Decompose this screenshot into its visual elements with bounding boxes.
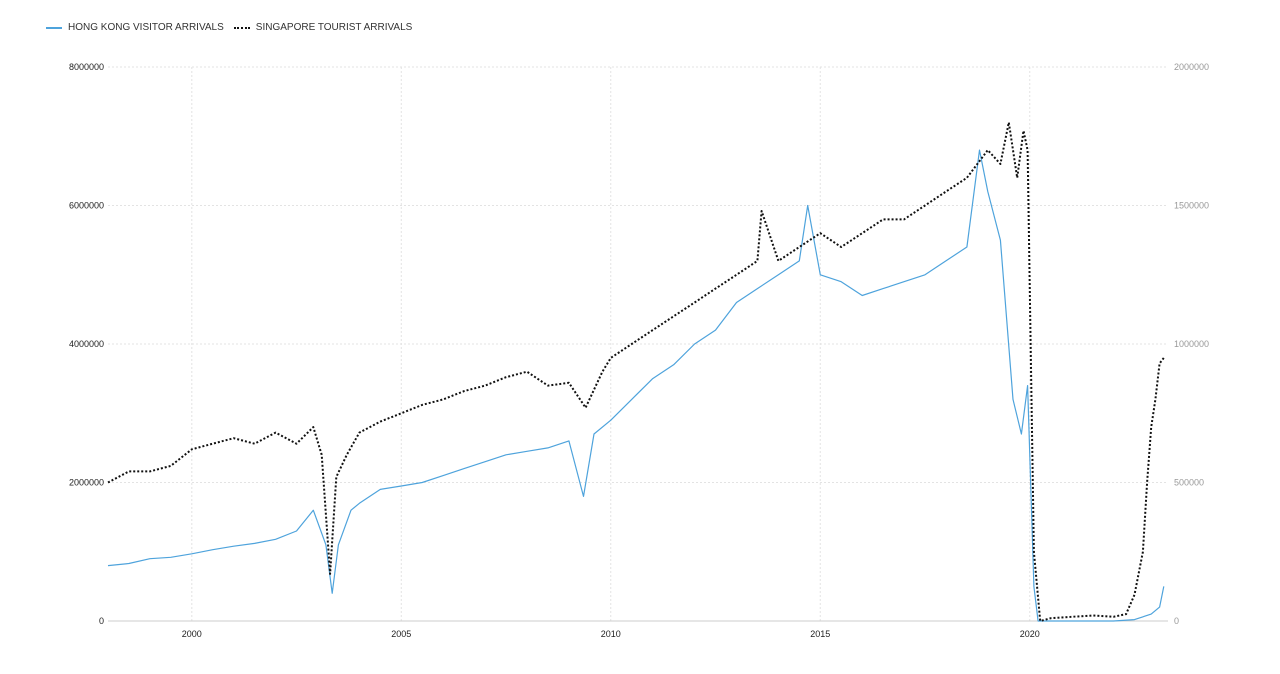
legend-item-singapore[interactable]: SINGAPORE TOURIST ARRIVALS	[233, 22, 413, 33]
y-left-tick-label: 8000000	[69, 62, 104, 72]
legend-label-singapore: SINGAPORE TOURIST ARRIVALS	[255, 22, 413, 33]
y-left-tick-label: 6000000	[69, 201, 104, 211]
y-left-tick-label: 0	[99, 616, 104, 626]
series-line-singapore	[107, 121, 1165, 622]
y-right-tick-label: 2000000	[1174, 62, 1209, 72]
x-tick-label: 2020	[1020, 629, 1040, 639]
grid-lines	[108, 66, 1168, 622]
legend-item-hong-kong[interactable]: HONG KONG VISITOR ARRIVALS	[46, 22, 224, 33]
axis-labels: 0 2000000 4000000 6000000 8000000 0 500000 1000…	[69, 62, 1209, 639]
x-tick-label: 2005	[391, 629, 411, 639]
legend-label-hong-kong: HONG KONG VISITOR ARRIVALS	[68, 22, 224, 33]
chart-legend: HONG KONG VISITOR ARRIVALS SINGAPORE TOU…	[46, 22, 422, 33]
y-right-tick-label: 1500000	[1174, 201, 1209, 211]
x-tick-label: 2000	[182, 629, 202, 639]
x-tick-label: 2010	[601, 629, 621, 639]
series-line-hong-kong	[107, 149, 1165, 622]
x-tick-label: 2015	[810, 629, 830, 639]
y-left-tick-label: 2000000	[69, 478, 104, 488]
y-right-tick-label: 1000000	[1174, 339, 1209, 349]
y-right-tick-label: 0	[1174, 616, 1179, 626]
legend-swatch-solid	[46, 26, 62, 29]
legend-swatch-dotted	[233, 26, 250, 29]
y-right-tick-label: 500000	[1174, 478, 1204, 488]
y-left-tick-label: 4000000	[69, 339, 104, 349]
series-lines	[107, 121, 1165, 622]
